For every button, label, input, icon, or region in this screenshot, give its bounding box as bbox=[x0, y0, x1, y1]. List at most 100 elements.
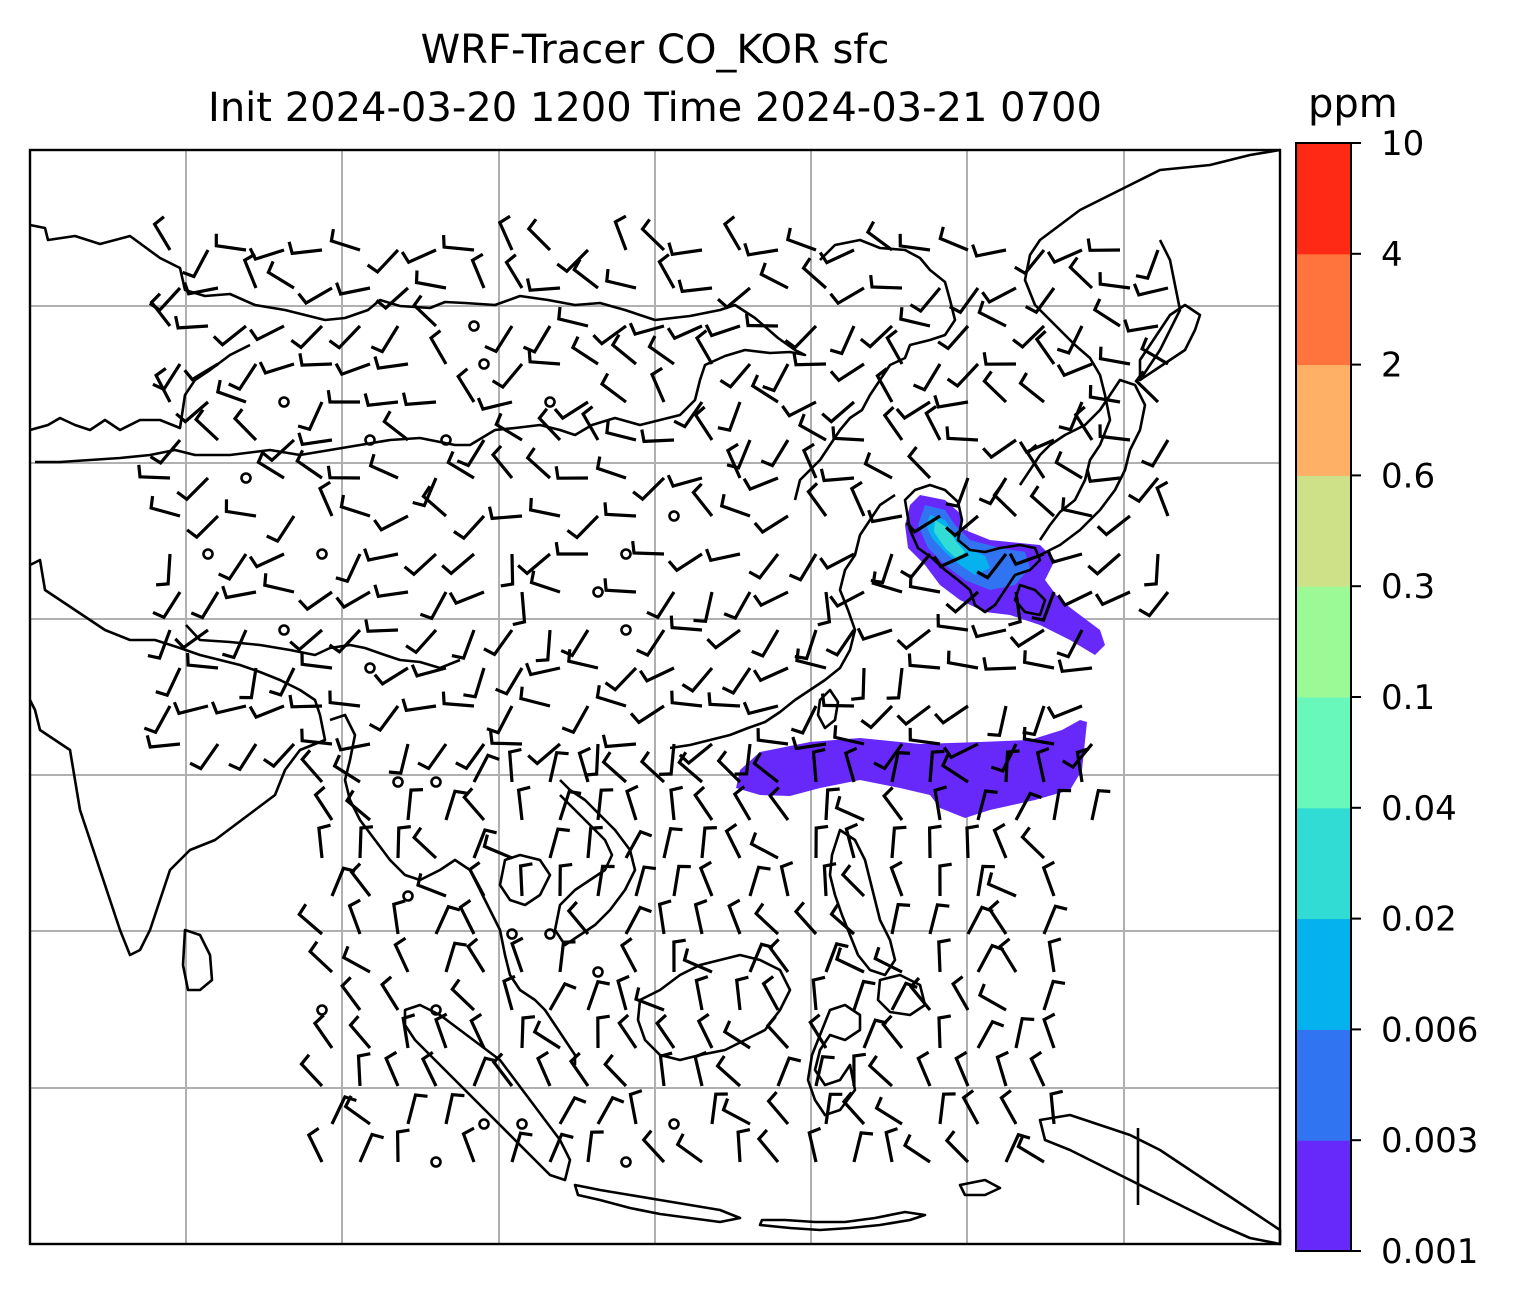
wind-barb bbox=[844, 822, 859, 859]
wind-barb bbox=[928, 749, 945, 783]
wind-barb bbox=[852, 1052, 867, 1087]
wind-barb bbox=[572, 258, 599, 290]
wind-barb bbox=[176, 476, 210, 502]
wind-barb bbox=[469, 1012, 486, 1049]
calm-wind-marker bbox=[278, 396, 290, 408]
wind-barb bbox=[1086, 238, 1121, 252]
wind-barb bbox=[710, 1092, 728, 1125]
calm-wind-marker bbox=[202, 548, 214, 560]
wind-barb bbox=[137, 464, 171, 480]
wind-barb bbox=[183, 281, 219, 296]
wind-barb bbox=[446, 450, 475, 480]
wind-barb bbox=[704, 324, 741, 338]
wind-barb bbox=[784, 324, 818, 350]
wind-barb bbox=[814, 1054, 835, 1087]
wind-barb bbox=[998, 937, 1018, 973]
wind-barb bbox=[395, 1128, 410, 1163]
wind-barb bbox=[328, 690, 361, 708]
wind-barb bbox=[721, 667, 752, 695]
wind-barb bbox=[242, 252, 258, 289]
wind-barb bbox=[258, 361, 295, 375]
wind-barb bbox=[752, 752, 779, 784]
wind-barb bbox=[831, 426, 865, 442]
wind-barb bbox=[568, 1051, 590, 1087]
coastlines bbox=[28, 148, 1282, 1246]
coastline-japan-kyushu bbox=[1013, 583, 1047, 617]
wind-barb bbox=[561, 705, 590, 735]
calm-wind-marker bbox=[592, 966, 604, 978]
wind-barb bbox=[631, 540, 665, 556]
wind-barb bbox=[820, 693, 855, 708]
wind-barb bbox=[537, 407, 562, 442]
wind-barb bbox=[470, 252, 486, 289]
wind-barb bbox=[363, 393, 399, 407]
wind-barb bbox=[248, 247, 285, 262]
wind-barb bbox=[458, 898, 476, 935]
colorbar-band bbox=[1296, 807, 1351, 920]
wind-barb bbox=[719, 362, 752, 389]
colorbar-tick-label: 10 bbox=[1381, 124, 1424, 164]
wind-barb bbox=[971, 624, 1007, 639]
wind-barb bbox=[851, 667, 866, 701]
wind-barb bbox=[1004, 749, 1020, 783]
wind-barb bbox=[819, 552, 855, 570]
wind-barb bbox=[862, 1018, 888, 1049]
wind-barb bbox=[221, 629, 248, 660]
wind-barb bbox=[347, 898, 362, 935]
coastline-java bbox=[573, 1183, 742, 1224]
wind-barb bbox=[1098, 346, 1131, 366]
wind-barb bbox=[808, 1013, 828, 1049]
wind-barb bbox=[149, 438, 182, 465]
coastline-sakhalin bbox=[1138, 239, 1182, 381]
wind-barb bbox=[1085, 469, 1121, 483]
wind-barb bbox=[411, 826, 438, 860]
wind-barb bbox=[601, 734, 637, 749]
wind-barb bbox=[940, 754, 969, 784]
wind-barb bbox=[380, 975, 400, 1011]
wind-barb bbox=[248, 704, 285, 720]
wind-barb bbox=[1008, 552, 1045, 567]
wind-barb bbox=[890, 902, 911, 935]
wind-barb bbox=[193, 408, 220, 442]
wind-barb bbox=[841, 1091, 866, 1126]
wind-barb bbox=[174, 315, 209, 330]
wind-barb bbox=[867, 1054, 894, 1088]
wind-barb bbox=[658, 1051, 673, 1087]
wind-barb bbox=[662, 826, 683, 859]
wind-barb bbox=[147, 629, 172, 660]
wind-barb bbox=[414, 270, 447, 290]
wind-barb bbox=[724, 822, 742, 859]
wind-barb bbox=[1008, 591, 1022, 627]
wind-barb bbox=[605, 268, 637, 290]
wind-barb bbox=[807, 1126, 822, 1163]
wind-barb bbox=[884, 1127, 899, 1163]
calm-wind-marker bbox=[478, 1118, 490, 1130]
wind-barb bbox=[748, 553, 780, 580]
wind-barb bbox=[517, 552, 552, 576]
map-title-line2: Init 2024-03-20 1200 Time 2024-03-21 070… bbox=[208, 85, 1102, 131]
wind-barb bbox=[364, 619, 399, 633]
wind-barb bbox=[1012, 324, 1046, 350]
wind-barb bbox=[646, 591, 676, 620]
wind-barb bbox=[584, 743, 600, 777]
calm-wind-marker bbox=[430, 776, 442, 788]
wind-barb bbox=[693, 405, 714, 441]
wind-barb bbox=[295, 449, 323, 480]
wind-barb bbox=[640, 218, 666, 252]
wind-barb bbox=[554, 466, 589, 480]
wind-barb bbox=[945, 590, 980, 614]
wind-barb bbox=[444, 1093, 465, 1125]
wind-barb bbox=[297, 432, 333, 447]
wind-barb bbox=[1056, 362, 1093, 378]
colorbar-band bbox=[1296, 697, 1351, 809]
wind-barb bbox=[289, 628, 324, 652]
wind-barb bbox=[1020, 826, 1046, 860]
wind-barb bbox=[1025, 443, 1046, 479]
wind-barb bbox=[1140, 439, 1170, 468]
colorbar-tick-label: 0.003 bbox=[1381, 1121, 1478, 1161]
wind-barb bbox=[936, 613, 969, 632]
wind-barb bbox=[297, 401, 324, 432]
calm-wind-marker bbox=[620, 1156, 632, 1168]
wind-barb bbox=[619, 937, 638, 973]
wind-barb bbox=[412, 477, 438, 508]
